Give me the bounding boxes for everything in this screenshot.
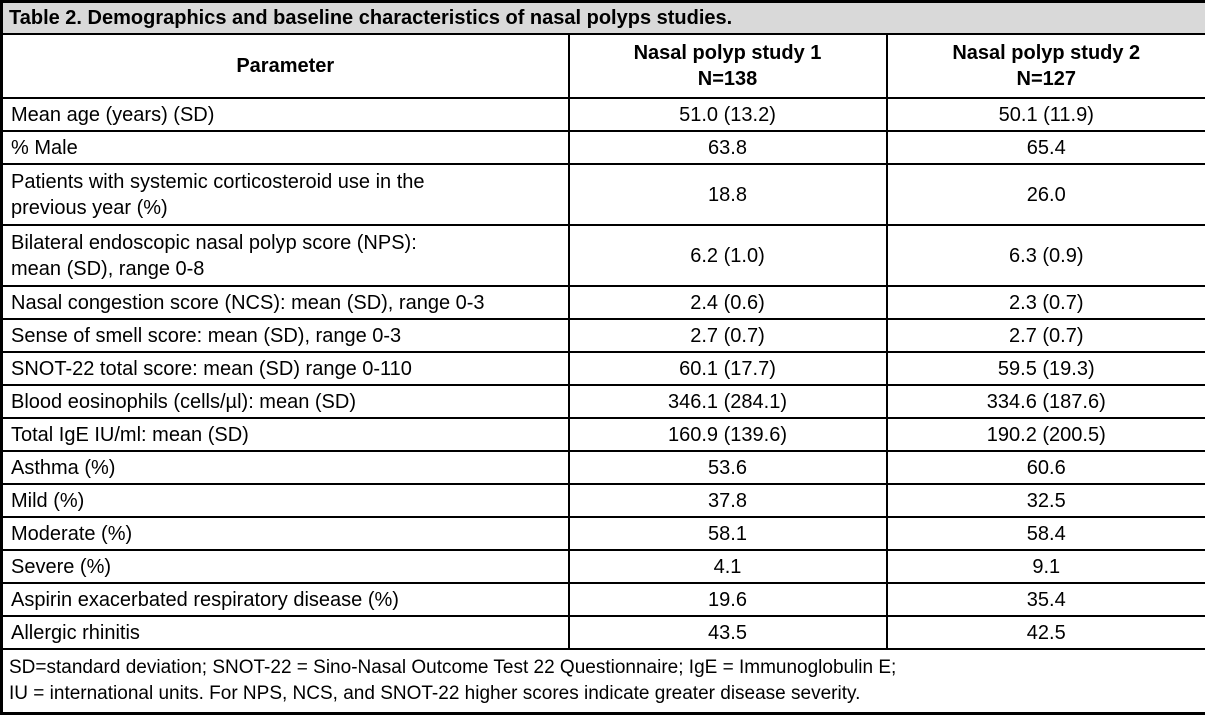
study2-value-cell: 35.4 (887, 583, 1205, 616)
study1-value-cell: 37.8 (569, 484, 887, 517)
study2-value-cell: 2.7 (0.7) (887, 319, 1205, 352)
table-row: Sense of smell score: mean (SD), range 0… (2, 319, 1205, 352)
study1-value-cell: 2.4 (0.6) (569, 286, 887, 319)
parameter-cell: Total IgE IU/ml: mean (SD) (2, 418, 569, 451)
study2-value-cell: 65.4 (887, 131, 1205, 164)
column-header-study2: Nasal polyp study 2 N=127 (887, 34, 1205, 98)
study1-value-cell: 58.1 (569, 517, 887, 550)
table-row: Moderate (%) 58.1 58.4 (2, 517, 1205, 550)
table-row: Bilateral endoscopic nasal polyp score (… (2, 225, 1205, 286)
parameter-cell: Patients with systemic corticosteroid us… (2, 164, 569, 225)
table-row: Patients with systemic corticosteroid us… (2, 164, 1205, 225)
table-footnote-row: SD=standard deviation; SNOT-22 = Sino-Na… (2, 649, 1205, 713)
parameter-cell: Moderate (%) (2, 517, 569, 550)
table-header-row: Parameter Nasal polyp study 1 N=138 Nasa… (2, 34, 1205, 98)
parameter-cell: Nasal congestion score (NCS): mean (SD),… (2, 286, 569, 319)
study2-value-cell: 60.6 (887, 451, 1205, 484)
study2-value-cell: 26.0 (887, 164, 1205, 225)
study2-value-cell: 42.5 (887, 616, 1205, 649)
parameter-cell: SNOT-22 total score: mean (SD) range 0-1… (2, 352, 569, 385)
table-row: Asthma (%) 53.6 60.6 (2, 451, 1205, 484)
study2-value-cell: 2.3 (0.7) (887, 286, 1205, 319)
study1-value-cell: 19.6 (569, 583, 887, 616)
parameter-cell: Allergic rhinitis (2, 616, 569, 649)
parameter-cell: % Male (2, 131, 569, 164)
study1-value-cell: 18.8 (569, 164, 887, 225)
table-row: Mean age (years) (SD) 51.0 (13.2) 50.1 (… (2, 98, 1205, 131)
table-row: Severe (%) 4.1 9.1 (2, 550, 1205, 583)
study2-value-cell: 50.1 (11.9) (887, 98, 1205, 131)
study1-value-cell: 6.2 (1.0) (569, 225, 887, 286)
study2-value-cell: 58.4 (887, 517, 1205, 550)
study1-value-cell: 346.1 (284.1) (569, 385, 887, 418)
parameter-cell: Aspirin exacerbated respiratory disease … (2, 583, 569, 616)
study2-value-cell: 32.5 (887, 484, 1205, 517)
table-row: Blood eosinophils (cells/µl): mean (SD) … (2, 385, 1205, 418)
parameter-cell: Severe (%) (2, 550, 569, 583)
study2-value-cell: 334.6 (187.6) (887, 385, 1205, 418)
column-header-parameter: Parameter (2, 34, 569, 98)
table-row: % Male 63.8 65.4 (2, 131, 1205, 164)
study1-value-cell: 2.7 (0.7) (569, 319, 887, 352)
table-footnote: SD=standard deviation; SNOT-22 = Sino-Na… (2, 649, 1205, 713)
column-header-study1: Nasal polyp study 1 N=138 (569, 34, 887, 98)
study2-value-cell: 6.3 (0.9) (887, 225, 1205, 286)
study1-value-cell: 4.1 (569, 550, 887, 583)
table-row: Mild (%) 37.8 32.5 (2, 484, 1205, 517)
table-title-row: Table 2. Demographics and baseline chara… (2, 2, 1205, 35)
study1-value-cell: 51.0 (13.2) (569, 98, 887, 131)
study2-value-cell: 59.5 (19.3) (887, 352, 1205, 385)
parameter-cell: Asthma (%) (2, 451, 569, 484)
table-title: Table 2. Demographics and baseline chara… (2, 2, 1205, 35)
table-row: SNOT-22 total score: mean (SD) range 0-1… (2, 352, 1205, 385)
study1-value-cell: 43.5 (569, 616, 887, 649)
study2-value-cell: 9.1 (887, 550, 1205, 583)
parameter-cell: Sense of smell score: mean (SD), range 0… (2, 319, 569, 352)
study1-value-cell: 63.8 (569, 131, 887, 164)
study1-value-cell: 160.9 (139.6) (569, 418, 887, 451)
parameter-cell: Mild (%) (2, 484, 569, 517)
parameter-cell: Blood eosinophils (cells/µl): mean (SD) (2, 385, 569, 418)
study1-value-cell: 60.1 (17.7) (569, 352, 887, 385)
table-row: Allergic rhinitis 43.5 42.5 (2, 616, 1205, 649)
study2-value-cell: 190.2 (200.5) (887, 418, 1205, 451)
table-row: Total IgE IU/ml: mean (SD) 160.9 (139.6)… (2, 418, 1205, 451)
table-row: Aspirin exacerbated respiratory disease … (2, 583, 1205, 616)
table-body: Mean age (years) (SD) 51.0 (13.2) 50.1 (… (2, 98, 1205, 649)
table-row: Nasal congestion score (NCS): mean (SD),… (2, 286, 1205, 319)
study1-value-cell: 53.6 (569, 451, 887, 484)
parameter-cell: Bilateral endoscopic nasal polyp score (… (2, 225, 569, 286)
parameter-cell: Mean age (years) (SD) (2, 98, 569, 131)
